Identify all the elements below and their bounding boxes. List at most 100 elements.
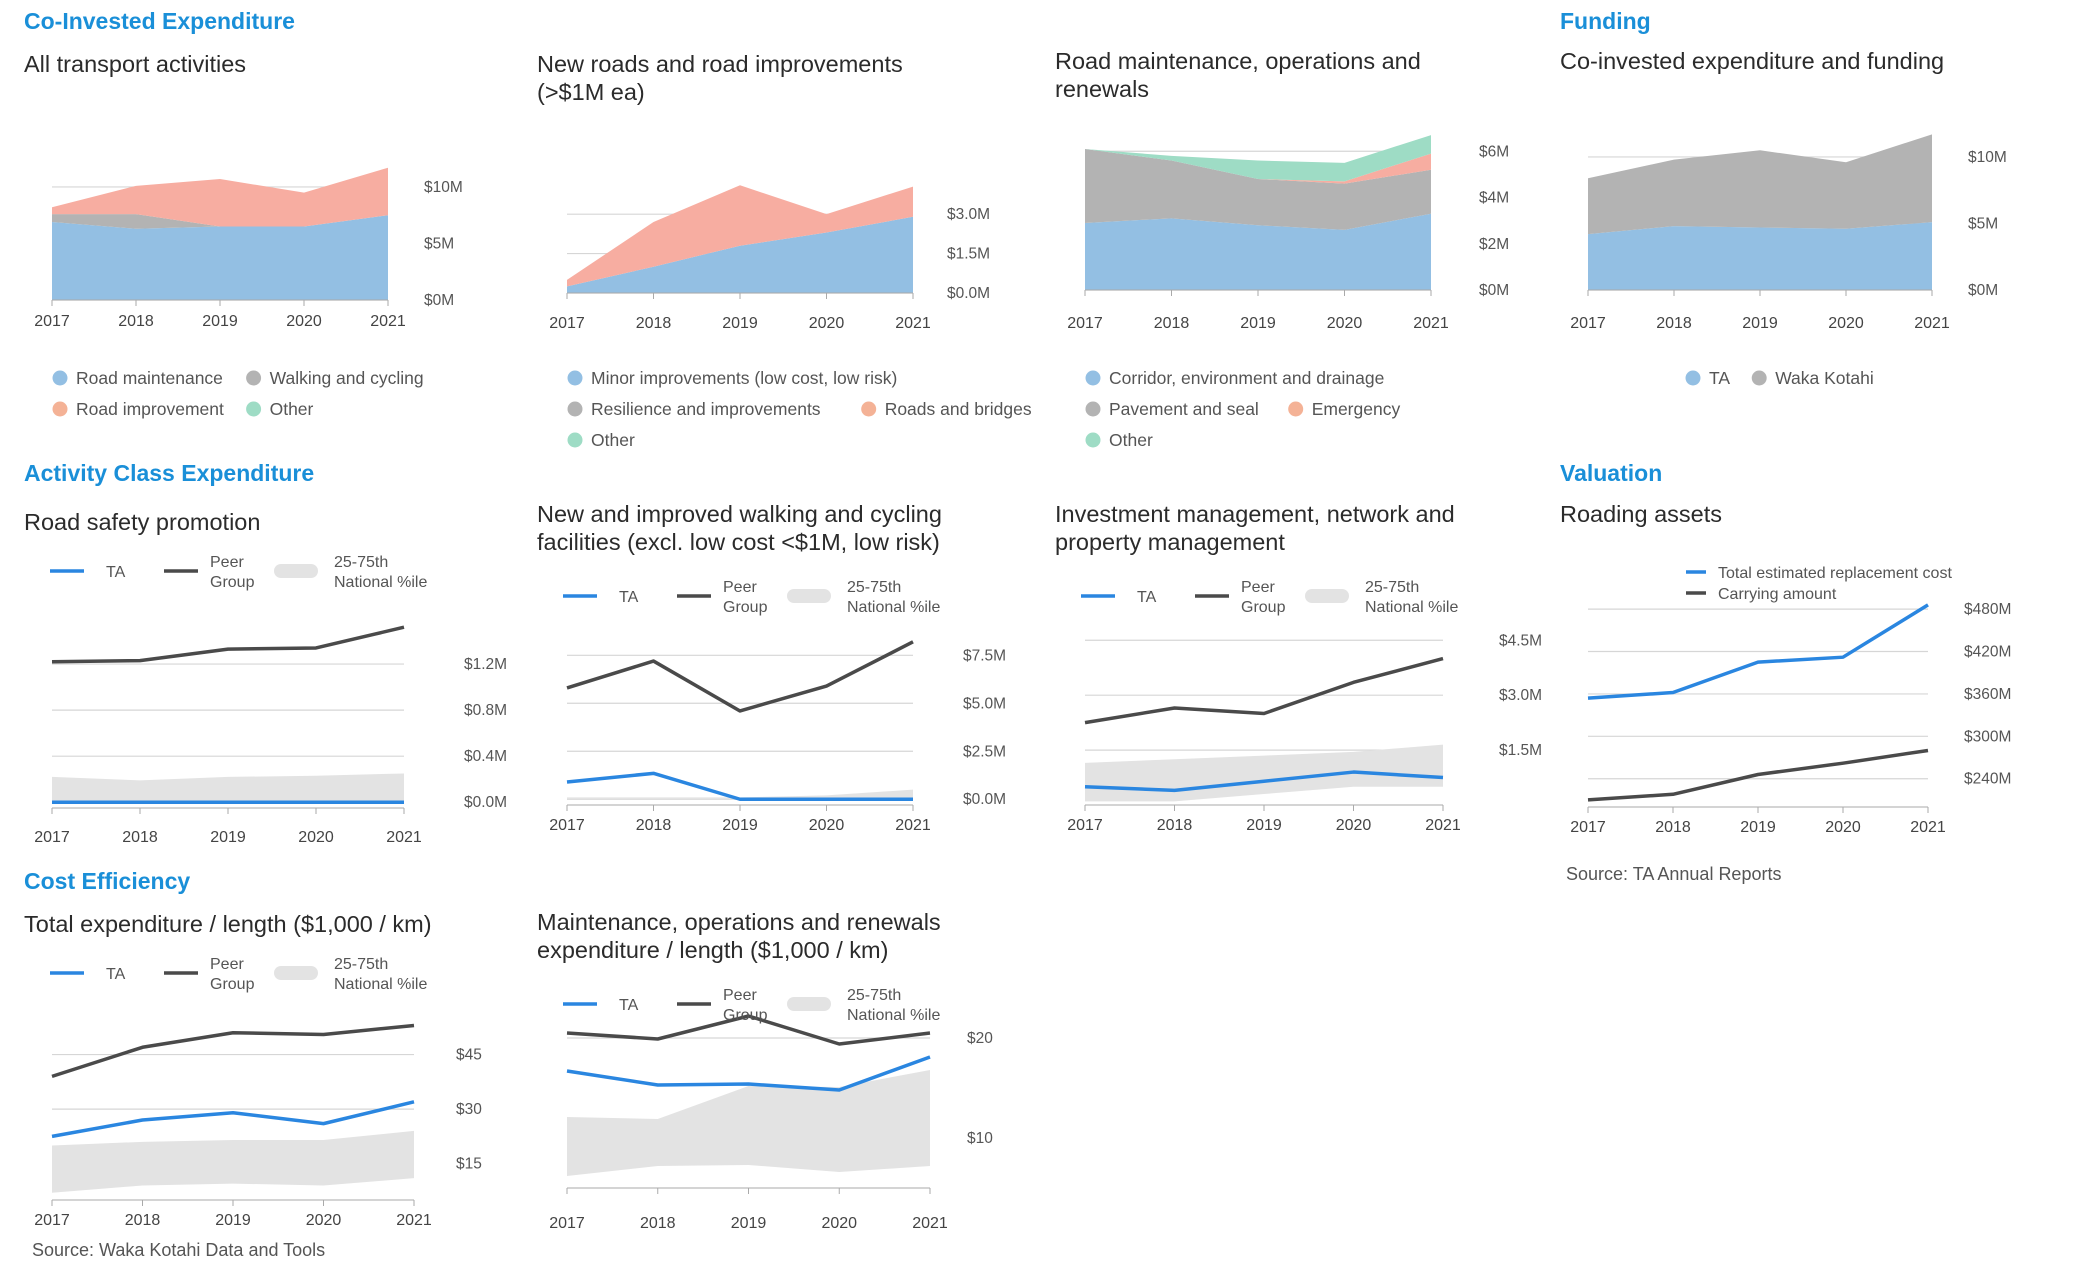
y-tick-label: $2.5M [963, 743, 1006, 760]
series-line-ta [566, 1055, 931, 1092]
x-tick-label: 2021 [912, 1215, 948, 1232]
x-tick-label: 2020 [809, 817, 845, 834]
x-tick-label: 2020 [1828, 315, 1864, 332]
x-tick-label: 2018 [122, 829, 158, 846]
chart-title: Road maintenance, operations and renewal… [1055, 48, 1421, 102]
y-tick-label: $0.0M [464, 794, 507, 811]
legend-band-label: National %ile [334, 976, 427, 993]
legend-swatch-road-maintenance [52, 370, 68, 386]
chart-title: All transport activities [24, 51, 247, 77]
chart-title: Investment management, network and prope… [1055, 501, 1455, 555]
x-tick-label: 2018 [1656, 315, 1692, 332]
area-road-maintenance [52, 215, 388, 300]
x-tick-label: 2017 [34, 1212, 70, 1229]
y-tick-label: $30 [456, 1101, 482, 1118]
y-tick-label: $5M [1968, 215, 1998, 232]
panel-walking-cycling: New and improved walking and cycling fac… [537, 500, 1037, 860]
band-national-percentile [52, 773, 404, 803]
legend-label-emergency: Emergency [1312, 399, 1401, 419]
band-national-percentile [52, 1130, 414, 1193]
y-tick-label: $4M [1479, 190, 1509, 207]
legend-ta-label: TA [619, 589, 639, 606]
x-tick-label: 2020 [1327, 315, 1363, 332]
panel-roading-assets: Roading assets $240M $300M $360M $420M $480M… [1560, 500, 2060, 860]
chart-title: Total expenditure / length ($1,000 / km) [24, 911, 432, 937]
legend-peer-label: Group [210, 976, 255, 993]
chart-title: New and improved walking and cycling fac… [537, 501, 942, 555]
legend-band-label: 25-75th [1365, 579, 1419, 596]
legend-peer-label: Group [210, 574, 255, 591]
chart-road-safety: $0.0M $0.4M $0.8M $1.2M 2017 2018 2019 2020 2021… [34, 554, 507, 846]
legend-label-total-estimated-replacement-cost: Total estimated replacement cost [1718, 565, 1952, 582]
y-tick-label: $5M [424, 235, 454, 252]
x-tick-label: 2020 [298, 829, 334, 846]
chart-maint-exp-length: $10 $20 2017 2018 2019 2020 2021 TA Peer Group 25-… [549, 987, 993, 1232]
legend-band-swatch [274, 966, 318, 980]
x-tick-label: 2019 [722, 817, 758, 834]
x-tick-label: 2020 [809, 315, 845, 332]
legend-swatch-resilience-and-improvements [567, 401, 583, 417]
x-tick-label: 2020 [286, 313, 322, 330]
area-corridor-environment-and-drainage [1085, 213, 1431, 290]
y-tick-label: $4.5M [1499, 632, 1542, 649]
legend-label-minor-improvements-low-cost-low-risk: Minor improvements (low cost, low risk) [591, 368, 897, 388]
x-tick-label: 2018 [636, 315, 672, 332]
x-tick-label: 2019 [722, 315, 758, 332]
y-tick-label: $3.0M [947, 206, 990, 223]
x-tick-label: 2017 [1067, 817, 1103, 834]
chart-road-maintenance: $0M $2M $4M $6M 2017 2018 2019 2020 2021 Corridor… [1067, 135, 1509, 450]
x-tick-label: 2019 [1240, 315, 1276, 332]
legend-band-label: National %ile [334, 574, 427, 591]
legend-swatch-corridor-environment-and-drainage [1085, 370, 1101, 386]
legend-band-label: 25-75th [847, 579, 901, 596]
legend-label-carrying-amount: Carrying amount [1718, 586, 1837, 603]
y-tick-label: $3.0M [1499, 687, 1542, 704]
x-tick-label: 2021 [1914, 315, 1950, 332]
legend-label-other: Other [591, 430, 635, 450]
y-tick-label: $0.8M [464, 702, 507, 719]
x-tick-label: 2020 [306, 1212, 342, 1229]
y-tick-label: $7.5M [963, 647, 1006, 664]
band-national-percentile [1085, 744, 1443, 802]
legend-peer-label: Peer [210, 554, 244, 571]
legend-band-label: 25-75th [334, 956, 388, 973]
y-tick-label: $0M [424, 292, 454, 309]
chart-title: New roads and road improvements (>$1M ea… [537, 51, 903, 105]
x-tick-label: 2019 [215, 1212, 251, 1229]
legend-peer-label: Group [723, 599, 768, 616]
y-tick-label: $360M [1964, 686, 2011, 703]
area-roads-and-bridges [567, 185, 913, 287]
legend-ta-label: TA [106, 564, 126, 581]
y-tick-label: $20 [967, 1030, 993, 1047]
panel-road-maintenance: Road maintenance, operations and renewal… [1055, 47, 1535, 467]
legend-ta-label: TA [619, 997, 639, 1014]
x-tick-label: 2021 [895, 817, 931, 834]
legend-swatch-road-improvement [52, 401, 68, 417]
x-tick-label: 2021 [1413, 315, 1449, 332]
chart-roading-assets: $240M $300M $360M $420M $480M 2017 2018 2019 202… [1570, 565, 2011, 836]
y-tick-label: $45 [456, 1047, 482, 1064]
legend-peer-label: Peer [723, 579, 757, 596]
x-tick-label: 2019 [210, 829, 246, 846]
x-tick-label: 2019 [1246, 817, 1282, 834]
x-tick-label: 2020 [1336, 817, 1372, 834]
y-tick-label: $10M [1968, 149, 2007, 166]
y-tick-label: $10M [424, 179, 463, 196]
legend-peer-label: Peer [1241, 579, 1275, 596]
x-tick-label: 2018 [1157, 817, 1193, 834]
legend-label-ta: TA [1709, 368, 1730, 388]
legend-band-swatch [787, 997, 831, 1011]
chart-title: Roading assets [1560, 501, 1722, 527]
panel-maint-exp-length: Maintenance, operations and renewals exp… [537, 908, 1037, 1258]
section-heading-co-invested: Co-Invested Expenditure [24, 8, 295, 34]
x-tick-label: 2017 [549, 315, 585, 332]
legend-ta-label: TA [106, 966, 126, 983]
legend-swatch-roads-and-bridges [861, 401, 877, 417]
y-tick-label: $10 [967, 1130, 993, 1147]
legend-peer-label: Peer [210, 956, 244, 973]
series-line-ta [51, 1100, 415, 1139]
x-tick-label: 2018 [1154, 315, 1190, 332]
series-line-ta [1084, 770, 1444, 793]
series-line-peer-group [566, 1014, 931, 1046]
area-pavement-and-seal [1085, 148, 1431, 230]
